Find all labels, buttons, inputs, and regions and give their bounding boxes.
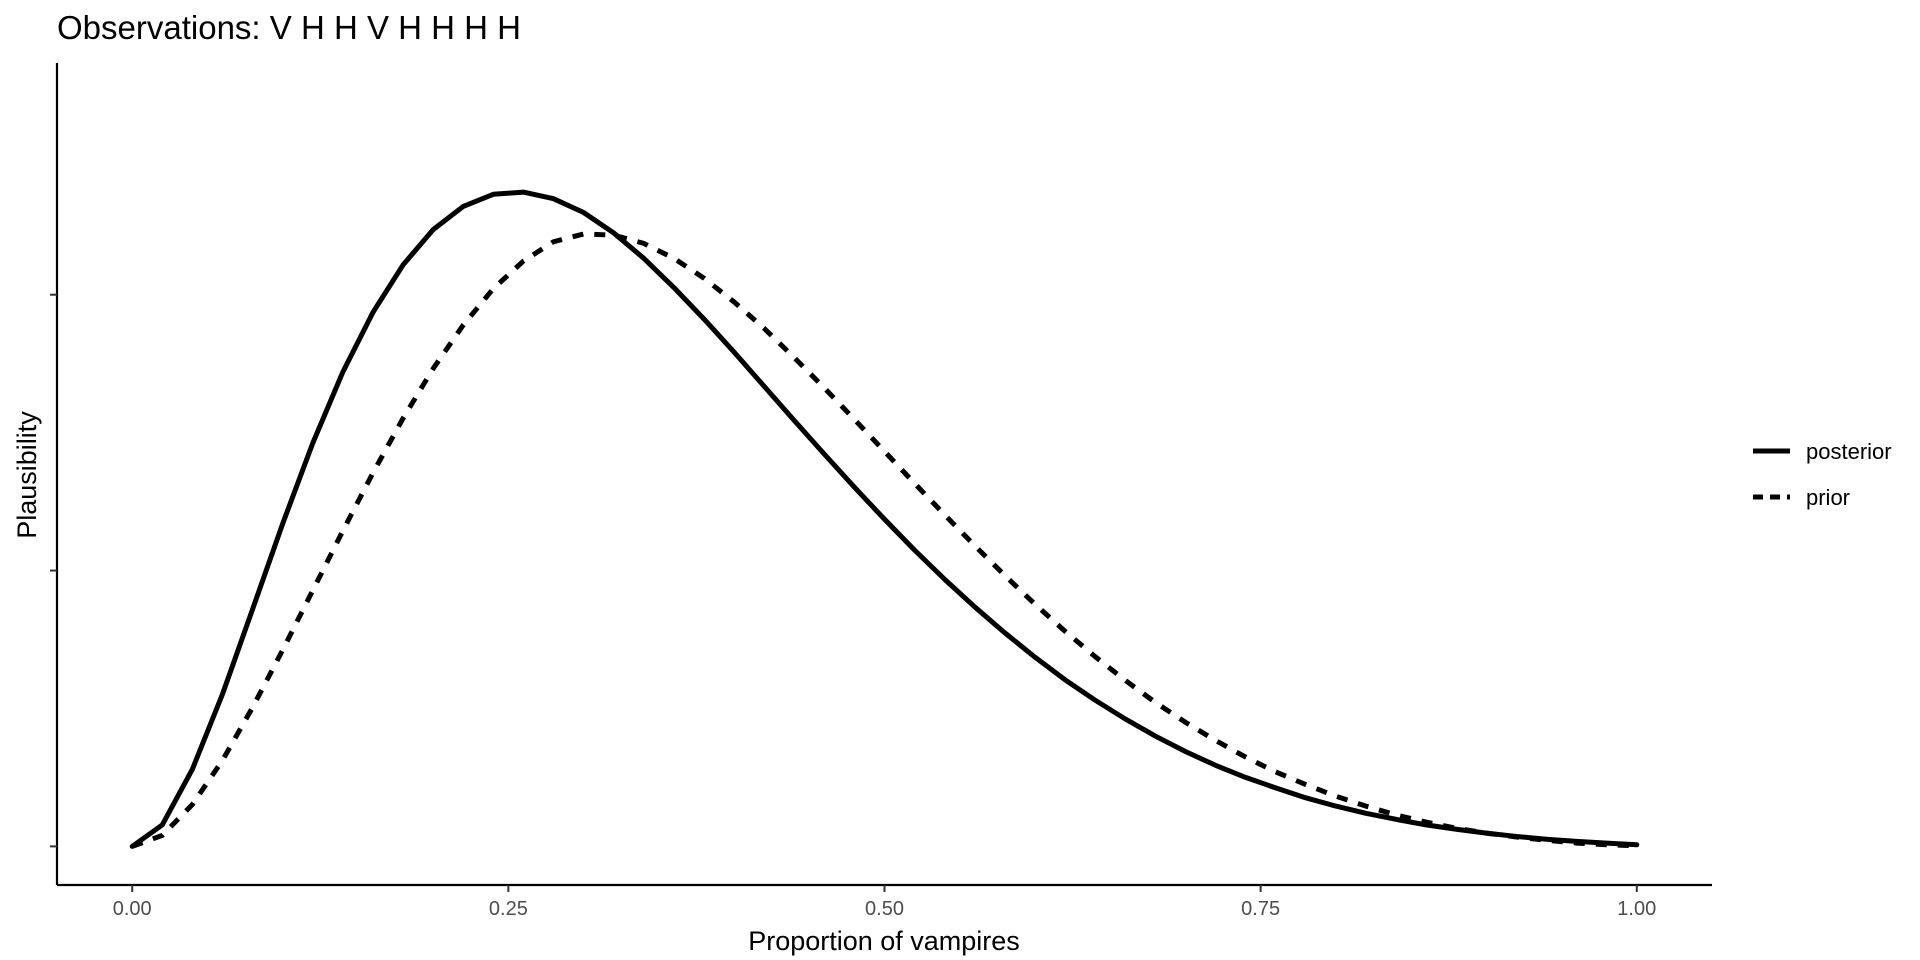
x-tick-label: 0.00 (113, 898, 152, 920)
x-tick-label: 0.50 (865, 898, 904, 920)
series-prior-line (131, 231, 1637, 849)
y-ticks (50, 293, 57, 848)
chart-title: Observations: V H H V H H H H (57, 9, 521, 46)
legend-label-prior: prior (1806, 485, 1850, 510)
x-ticks: 0.00 0.25 0.50 0.75 1.00 (113, 885, 1656, 920)
x-tick-label: 0.25 (489, 898, 528, 920)
plot-area (129, 189, 1640, 849)
x-axis-title: Proportion of vampires (748, 926, 1020, 956)
series-posterior-line (129, 189, 1640, 849)
x-tick-label: 0.75 (1241, 898, 1280, 920)
y-axis-title: Plausibility (12, 411, 42, 539)
legend: posterior prior (1753, 439, 1892, 510)
legend-label-posterior: posterior (1806, 439, 1892, 464)
x-tick-label: 1.00 (1617, 898, 1656, 920)
